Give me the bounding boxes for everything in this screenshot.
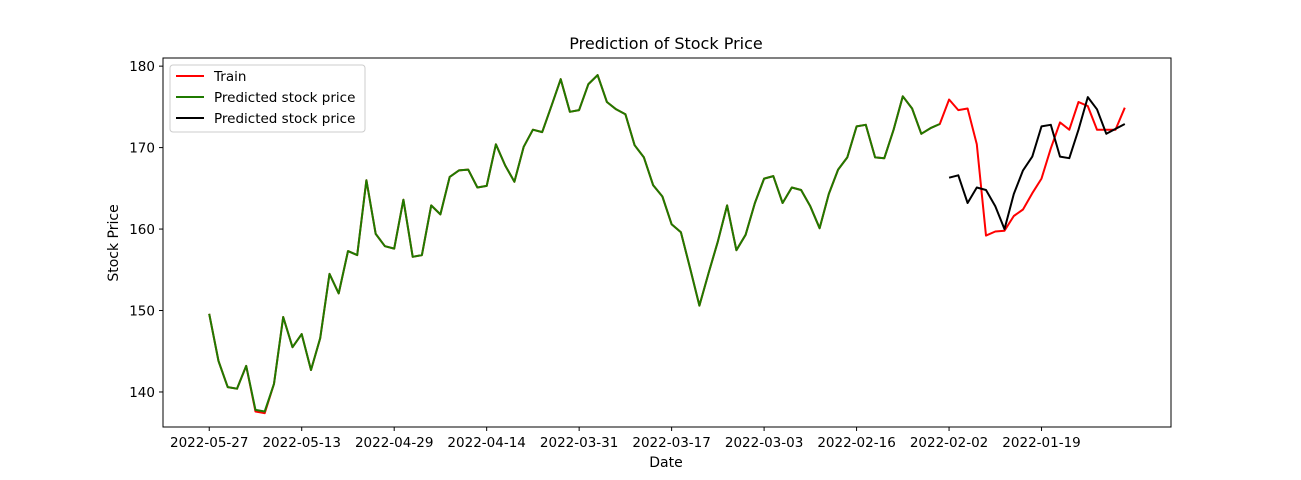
x-tick-label: 2022-02-16 [817, 435, 895, 451]
series-line-predicted-black [948, 96, 1126, 231]
series-layer [208, 74, 1126, 415]
legend-label-predicted-green: Predicted stock price [214, 90, 355, 106]
x-tick-label: 2022-05-13 [262, 435, 340, 451]
x-tick-label: 2022-04-29 [355, 435, 433, 451]
x-axis-label: Date [649, 455, 682, 471]
x-tick-label: 2022-05-27 [170, 435, 248, 451]
x-tick-label: 2022-03-17 [632, 435, 710, 451]
legend-label-train: Train [213, 69, 246, 85]
legend-box [169, 64, 366, 133]
y-tick-label: 140 [129, 385, 155, 401]
series-line-predicted-green [208, 74, 941, 413]
plot-frame [162, 57, 1172, 428]
x-tick-label: 2022-01-19 [1002, 435, 1080, 451]
y-tick-label: 170 [129, 141, 155, 157]
x-tick-label: 2022-03-31 [540, 435, 618, 451]
x-tick-label: 2022-03-03 [725, 435, 803, 451]
x-tick-label: 2022-04-14 [447, 435, 525, 451]
y-axis: 140 150 160 170 180 [129, 59, 163, 401]
y-tick-label: 160 [129, 222, 155, 238]
x-tick-label: 2022-02-02 [910, 435, 988, 451]
legend-label-predicted-black: Predicted stock price [214, 111, 355, 127]
x-axis: 2022-05-27 2022-05-13 2022-04-29 2022-04-14… [170, 427, 1081, 451]
chart-title: Prediction of Stock Price [569, 34, 762, 53]
y-tick-label: 150 [129, 304, 155, 320]
y-tick-label: 180 [129, 59, 155, 75]
legend: Train Predicted stock price Predicted st… [169, 64, 366, 133]
y-axis-label: Stock Price [106, 204, 122, 281]
